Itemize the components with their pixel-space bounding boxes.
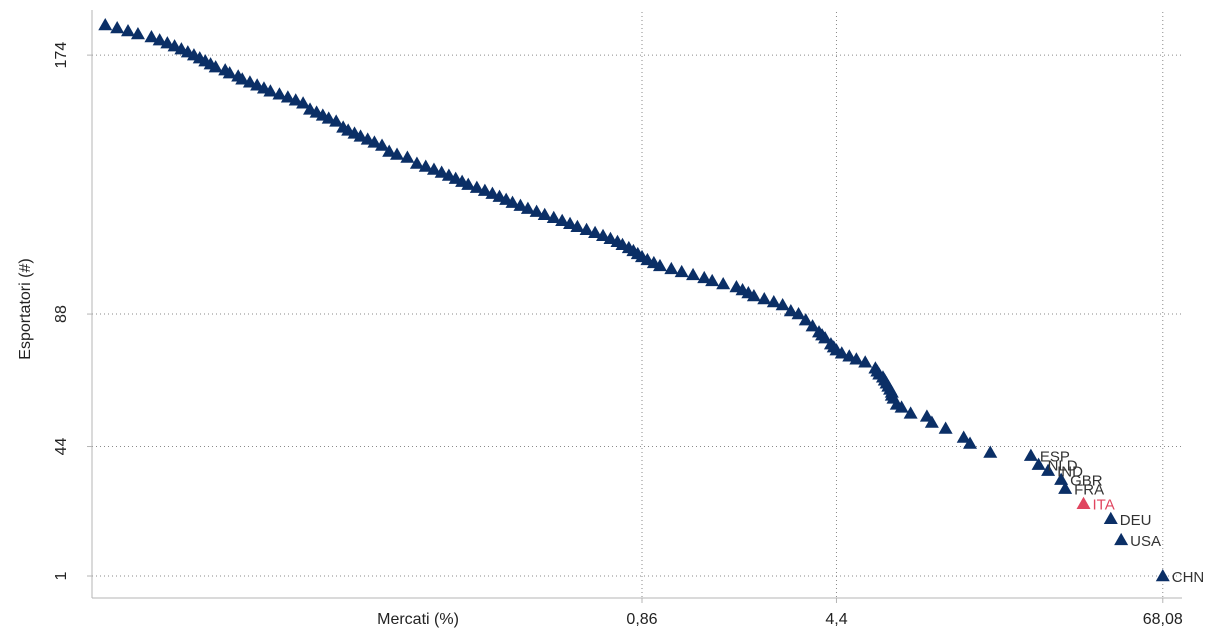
data-point [674,264,689,278]
point-label-nld: NLD [1048,458,1078,475]
data-point-deu [1103,511,1118,525]
data-points [98,18,1170,582]
data-point-usa [1114,532,1129,546]
data-point [729,279,744,293]
x-tick-label: 0,86 [626,611,657,628]
data-point [336,120,351,133]
data-point-fra [1058,481,1073,494]
point-label-gbr: GBR [1070,473,1103,490]
data-point-esp [1023,448,1038,461]
data-point [303,102,318,115]
data-point-gbr [1054,472,1069,485]
data-point [903,406,918,419]
x-tick-label: 4,4 [825,611,847,628]
data-point [697,270,712,284]
data-point-nld [1031,457,1046,470]
data-point [938,421,953,434]
data-point-ind [1041,463,1056,476]
data-point [716,276,731,290]
grid-lines [92,12,1182,598]
x-axis-title: Mercati (%) [377,611,459,628]
data-point-ita [1076,496,1091,509]
x-axis-ticks: 0,86 4,4 68,08 [626,598,1183,628]
point-label-esp: ESP [1040,449,1070,466]
point-label-chn: CHN [1172,569,1205,586]
data-point [919,409,934,422]
data-point [98,18,113,31]
data-point [382,144,397,157]
y-axis-ticks: 1 44 88 174 [53,42,92,580]
point-label-ind: IND [1057,464,1083,481]
data-point [400,150,415,163]
data-point [144,30,159,43]
y-tick-label: 174 [53,42,70,69]
y-tick-label: 1 [53,571,70,580]
point-label-fra: FRA [1074,482,1104,499]
data-point [686,267,701,281]
data-point [757,292,772,305]
point-label-deu: DEU [1120,512,1152,529]
data-point [956,430,971,443]
y-tick-label: 88 [53,305,70,323]
data-point [798,313,813,326]
data-point [409,156,424,169]
data-point [110,21,125,34]
y-tick-label: 44 [53,438,70,456]
point-label-ita: ITA [1093,497,1115,514]
point-label-usa: USA [1130,533,1161,550]
y-axis-title: Esportatori (#) [17,258,34,359]
data-point-chn [1155,569,1170,582]
data-point [783,304,798,317]
data-point [121,24,136,37]
data-point [868,361,883,374]
data-point [664,261,679,275]
data-point [983,445,998,458]
x-tick-label: 68,08 [1143,611,1183,628]
